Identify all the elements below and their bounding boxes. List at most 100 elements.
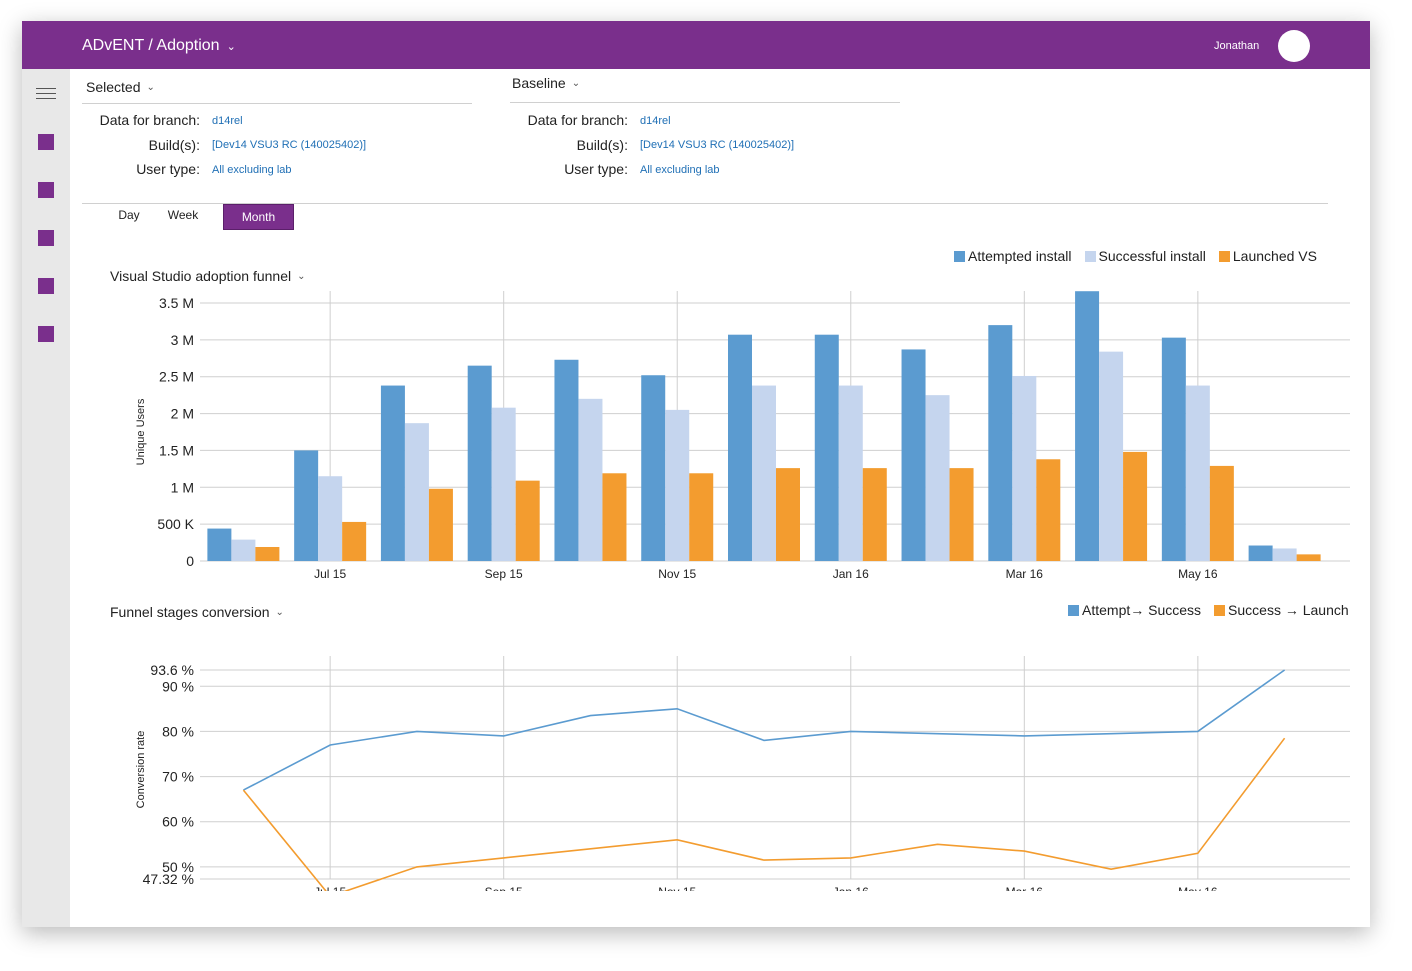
chevron-down-icon: ⌄ <box>146 81 155 93</box>
legend-label: Successful install <box>1098 248 1206 264</box>
bar <box>838 385 863 561</box>
legend-swatch <box>1068 604 1079 616</box>
series-line <box>243 669 1286 791</box>
y-tick-label: 500 K <box>157 516 194 532</box>
branch-label: Data for branch: <box>99 112 200 128</box>
baseline-heading: Baseline <box>512 75 566 91</box>
baseline-branch-value-link[interactable]: d14rel <box>640 115 671 127</box>
branch-value-link[interactable]: d14rel <box>212 115 243 127</box>
bar <box>554 359 579 561</box>
menu-icon[interactable] <box>36 88 56 102</box>
legend-label: Launched VS <box>1232 248 1317 264</box>
legend-item: Launched VS <box>1218 248 1317 264</box>
y-tick-label: 1 M <box>171 479 194 495</box>
nav-square-icon[interactable] <box>38 278 54 294</box>
tab-day[interactable]: Day <box>118 208 140 222</box>
bar <box>1272 548 1297 561</box>
chevron-down-icon: ⌄ <box>297 270 306 282</box>
y-tick-label: 2 M <box>171 406 194 422</box>
legend-item: Successful install <box>1084 248 1206 264</box>
bar <box>728 334 752 561</box>
bar <box>318 476 343 561</box>
chevron-down-icon: ⌄ <box>275 606 284 618</box>
user-name[interactable]: Jonathan <box>1214 40 1260 52</box>
builds-label: Build(s): <box>148 137 200 153</box>
bar <box>1296 554 1321 561</box>
y-tick-label: 1.5 M <box>159 442 194 458</box>
y-tick-label: 93.6 % <box>150 662 194 678</box>
bar <box>862 468 887 561</box>
bar <box>255 546 280 561</box>
bar <box>602 473 627 561</box>
usertype-value-link[interactable]: All excluding lab <box>212 164 292 176</box>
series-line <box>242 737 1286 891</box>
y-tick-label: 47.32 % <box>143 871 194 887</box>
conversion-rate-chart: 47.32 %50 % 60 % 70 % 80 % 90 %93.6 % Jul 15 S… <box>135 656 1350 891</box>
bar <box>294 450 319 561</box>
app-window: ADvENT / Adoption ⌄ Jonathan Selected ⌄ … <box>22 21 1370 927</box>
y-tick-label: 50 % <box>162 859 194 875</box>
bar <box>1123 451 1148 561</box>
adoption-funnel-chart: 0 500 K 1 M 1.5 M 2 M 2.5 M 3 M 3.5 M Jul 15 Sep … <box>135 291 1350 581</box>
bar <box>689 473 714 561</box>
bar <box>1248 545 1273 561</box>
y-tick-label: 2.5 M <box>159 369 194 385</box>
avatar[interactable] <box>1278 30 1310 62</box>
x-tick-label: May 16 <box>1178 567 1218 581</box>
y-tick-label: 70 % <box>162 769 194 785</box>
legend-swatch <box>954 250 965 262</box>
bar <box>231 539 256 561</box>
legend-item: Attempted install <box>954 248 1072 264</box>
nav-square-icon[interactable] <box>38 182 54 198</box>
conversion-legend: Attempt→ Success Success → Launch <box>1068 602 1362 618</box>
legend-label: Success → Launch <box>1228 602 1349 618</box>
bar <box>1185 385 1210 561</box>
sidebar <box>22 69 70 927</box>
bar <box>342 521 367 561</box>
chevron-down-icon: ⌄ <box>226 40 236 53</box>
bar <box>925 395 950 561</box>
tab-week[interactable]: Week <box>167 208 199 222</box>
bar <box>1161 337 1186 561</box>
x-tick-label: Nov 15 <box>658 567 696 581</box>
divider <box>510 102 900 103</box>
conversion-chart-title-dropdown[interactable]: Funnel stages conversion ⌄ <box>110 604 284 620</box>
baseline-builds-label: Build(s): <box>576 137 628 153</box>
usertype-label: User type: <box>136 161 200 177</box>
baseline-usertype-label: User type: <box>564 161 628 177</box>
y-tick-label: 80 % <box>162 723 194 739</box>
selected-dropdown[interactable]: Selected ⌄ <box>86 79 155 95</box>
top-bar: ADvENT / Adoption ⌄ Jonathan <box>22 21 1370 69</box>
x-tick-label: Mar 16 <box>1006 567 1044 581</box>
bar <box>641 375 666 561</box>
bar <box>1075 291 1100 561</box>
baseline-dropdown[interactable]: Baseline ⌄ <box>512 75 580 91</box>
bar <box>949 468 974 561</box>
baseline-usertype-value-link[interactable]: All excluding lab <box>640 164 720 176</box>
y-tick-label: 60 % <box>162 814 194 830</box>
tab-month[interactable]: Month <box>223 204 294 230</box>
legend-label: Attempted install <box>968 248 1072 264</box>
bar <box>752 385 776 561</box>
x-tick-label: Sep 15 <box>485 567 523 581</box>
x-tick-label: Jan 16 <box>833 567 869 581</box>
nav-square-icon[interactable] <box>38 230 54 246</box>
bar <box>776 468 800 561</box>
funnel-chart-title-dropdown[interactable]: Visual Studio adoption funnel ⌄ <box>110 268 306 284</box>
legend-label: Attempt→ Success <box>1082 602 1202 618</box>
bar <box>1099 351 1124 561</box>
builds-value-link[interactable]: [Dev14 VSU3 RC (140025402)] <box>212 139 367 151</box>
y-axis-title: Unique Users <box>135 398 147 465</box>
bar <box>428 488 453 561</box>
y-tick-label: 0 <box>186 553 194 569</box>
app-title-dropdown[interactable]: ADvENT / Adoption ⌄ <box>82 37 236 55</box>
nav-square-icon[interactable] <box>38 134 54 150</box>
legend-swatch <box>1218 250 1230 262</box>
baseline-builds-value-link[interactable]: [Dev14 VSU3 RC (140025402)] <box>640 139 795 151</box>
legend-item: Attempt→ Success <box>1068 602 1201 618</box>
bar <box>901 349 926 561</box>
nav-square-icon[interactable] <box>38 326 54 342</box>
app-title: ADvENT / Adoption <box>82 37 220 54</box>
legend-swatch <box>1214 604 1226 616</box>
bar <box>1012 375 1037 561</box>
